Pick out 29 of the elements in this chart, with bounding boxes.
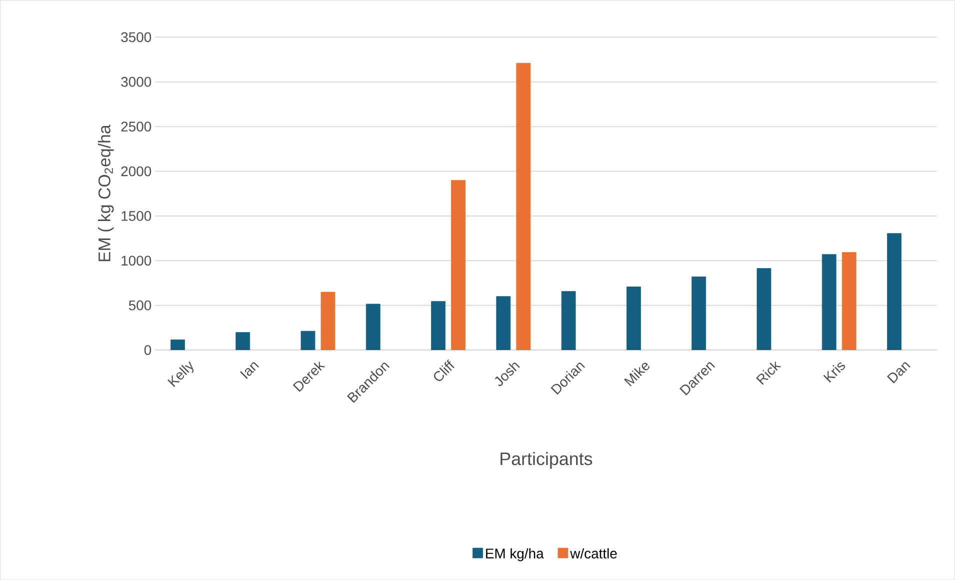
y-tick-label: 2000 <box>121 166 152 176</box>
bar <box>431 301 446 350</box>
bar <box>887 233 902 350</box>
y-tick-label: 0 <box>144 345 152 355</box>
y-tick-label: 500 <box>128 300 152 310</box>
bar <box>366 304 380 350</box>
bar <box>496 296 511 350</box>
y-tick-label: 1000 <box>122 256 152 266</box>
bar <box>170 339 185 350</box>
x-axis-title: Participants <box>500 452 592 469</box>
bar <box>300 330 316 350</box>
bar <box>822 254 836 350</box>
x-tick-label: Ian <box>240 362 259 379</box>
y-tick-label: 2500 <box>121 122 152 132</box>
bar <box>756 268 772 350</box>
bar <box>626 286 641 350</box>
x-tick-label: Kris <box>823 362 846 383</box>
y-axis-title: EM ( kg CO$_{2}$eq/ha <box>98 124 114 262</box>
legend-label: w/cattle <box>570 548 617 558</box>
y-tick-label: 1500 <box>122 210 152 221</box>
y-tick-label: 3500 <box>121 32 152 42</box>
x-tick-label: Dan <box>886 362 910 384</box>
bar <box>561 291 576 350</box>
bar <box>692 276 706 350</box>
y-tick-label: 3000 <box>121 76 152 87</box>
legend-label: EM kg/ha <box>486 548 544 562</box>
bar <box>236 332 250 350</box>
x-tick-label: Rick <box>756 361 782 385</box>
x-tick-label: Cliff <box>434 359 454 381</box>
